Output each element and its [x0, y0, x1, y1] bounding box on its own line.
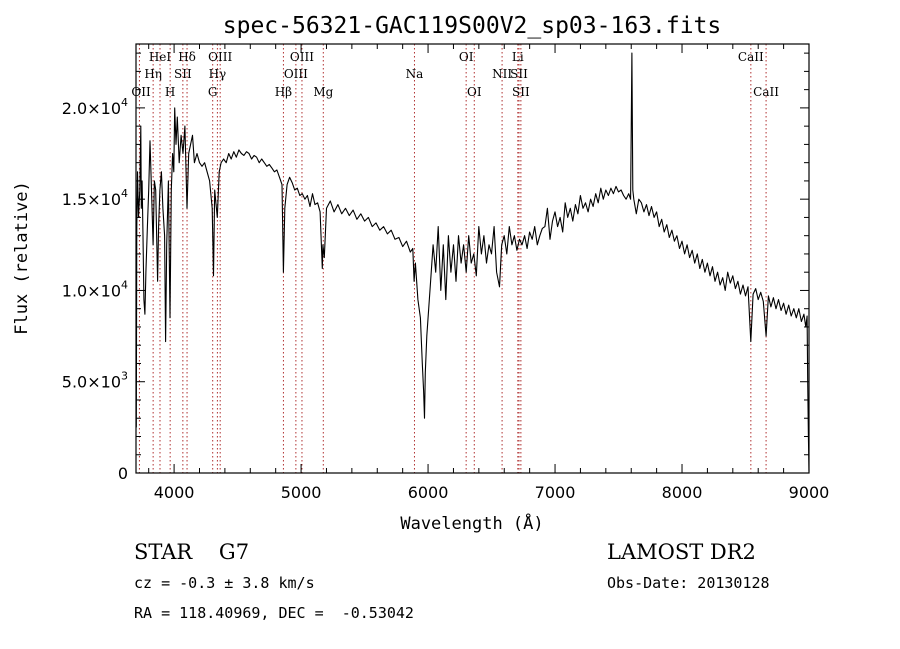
y-tick-label-0: 0 — [118, 464, 128, 483]
spectrum-series-line — [135, 52, 810, 472]
x-tick-label-3: 7000 — [535, 483, 576, 502]
y-axis-ticks: 0 5.0×103 1.0×104 1.5×104 2.0×104 — [62, 52, 809, 483]
chart-title: spec-56321-GAC119S00V2_sp03-163.fits — [223, 13, 722, 39]
redshift-label: cz = -0.3 ± 3.8 km/s — [134, 574, 315, 592]
line-label-6: G — [208, 85, 218, 99]
line-label-18: SII — [510, 67, 528, 81]
line-label-7: Hγ — [209, 67, 227, 81]
plot-frame — [135, 43, 810, 474]
line-label-16: NII — [492, 67, 512, 81]
line-label-17: Li — [512, 50, 524, 64]
line-label-14: OI — [459, 50, 474, 64]
y-axis-label: Flux (relative) — [12, 181, 32, 335]
line-label-21: CaII — [753, 85, 779, 99]
x-tick-label-2: 6000 — [408, 483, 449, 502]
class-label: STAR G7 — [134, 540, 250, 564]
line-label-0: OII — [131, 85, 151, 99]
spectral-line-labels: OII Hη HeI H SII Hδ G Hγ OIII Hβ OIII OIII Mg Na OI OI N… — [131, 50, 779, 99]
x-axis-label: Wavelength (Å) — [400, 512, 543, 534]
survey-label: LAMOST DR2 — [607, 540, 756, 564]
obs-date-label: Obs-Date: 20130128 — [607, 574, 770, 592]
line-label-5: Hδ — [178, 50, 196, 64]
y-tick-label-3: 1.5×104 — [62, 187, 128, 209]
line-label-10: OIII — [284, 67, 308, 81]
line-label-4: SII — [174, 67, 192, 81]
line-label-19: SII — [512, 85, 530, 99]
x-tick-label-5: 9000 — [789, 483, 830, 502]
line-label-3: H — [165, 85, 175, 99]
line-label-20: CaII — [738, 50, 764, 64]
x-tick-label-1: 5000 — [281, 483, 322, 502]
y-tick-label-1: 5.0×103 — [62, 370, 128, 392]
line-label-15: OI — [467, 85, 482, 99]
line-label-8: OIII — [208, 50, 232, 64]
line-label-9: Hβ — [275, 85, 292, 99]
line-label-2: HeI — [149, 50, 172, 64]
spectral-line-markers — [138, 44, 767, 473]
y-tick-label-2: 1.0×104 — [62, 278, 128, 300]
line-label-11: OIII — [290, 50, 314, 64]
coordinates-label: RA = 118.40969, DEC = -0.53042 — [134, 604, 414, 622]
x-axis-ticks: 4000 5000 6000 7000 8000 9000 — [148, 44, 830, 502]
x-tick-label-4: 8000 — [662, 483, 703, 502]
line-label-13: Na — [406, 67, 424, 81]
x-tick-label-0: 4000 — [154, 483, 195, 502]
line-label-12: Mg — [313, 85, 333, 99]
line-label-1: Hη — [144, 67, 162, 81]
y-tick-label-4: 2.0×104 — [62, 96, 128, 118]
